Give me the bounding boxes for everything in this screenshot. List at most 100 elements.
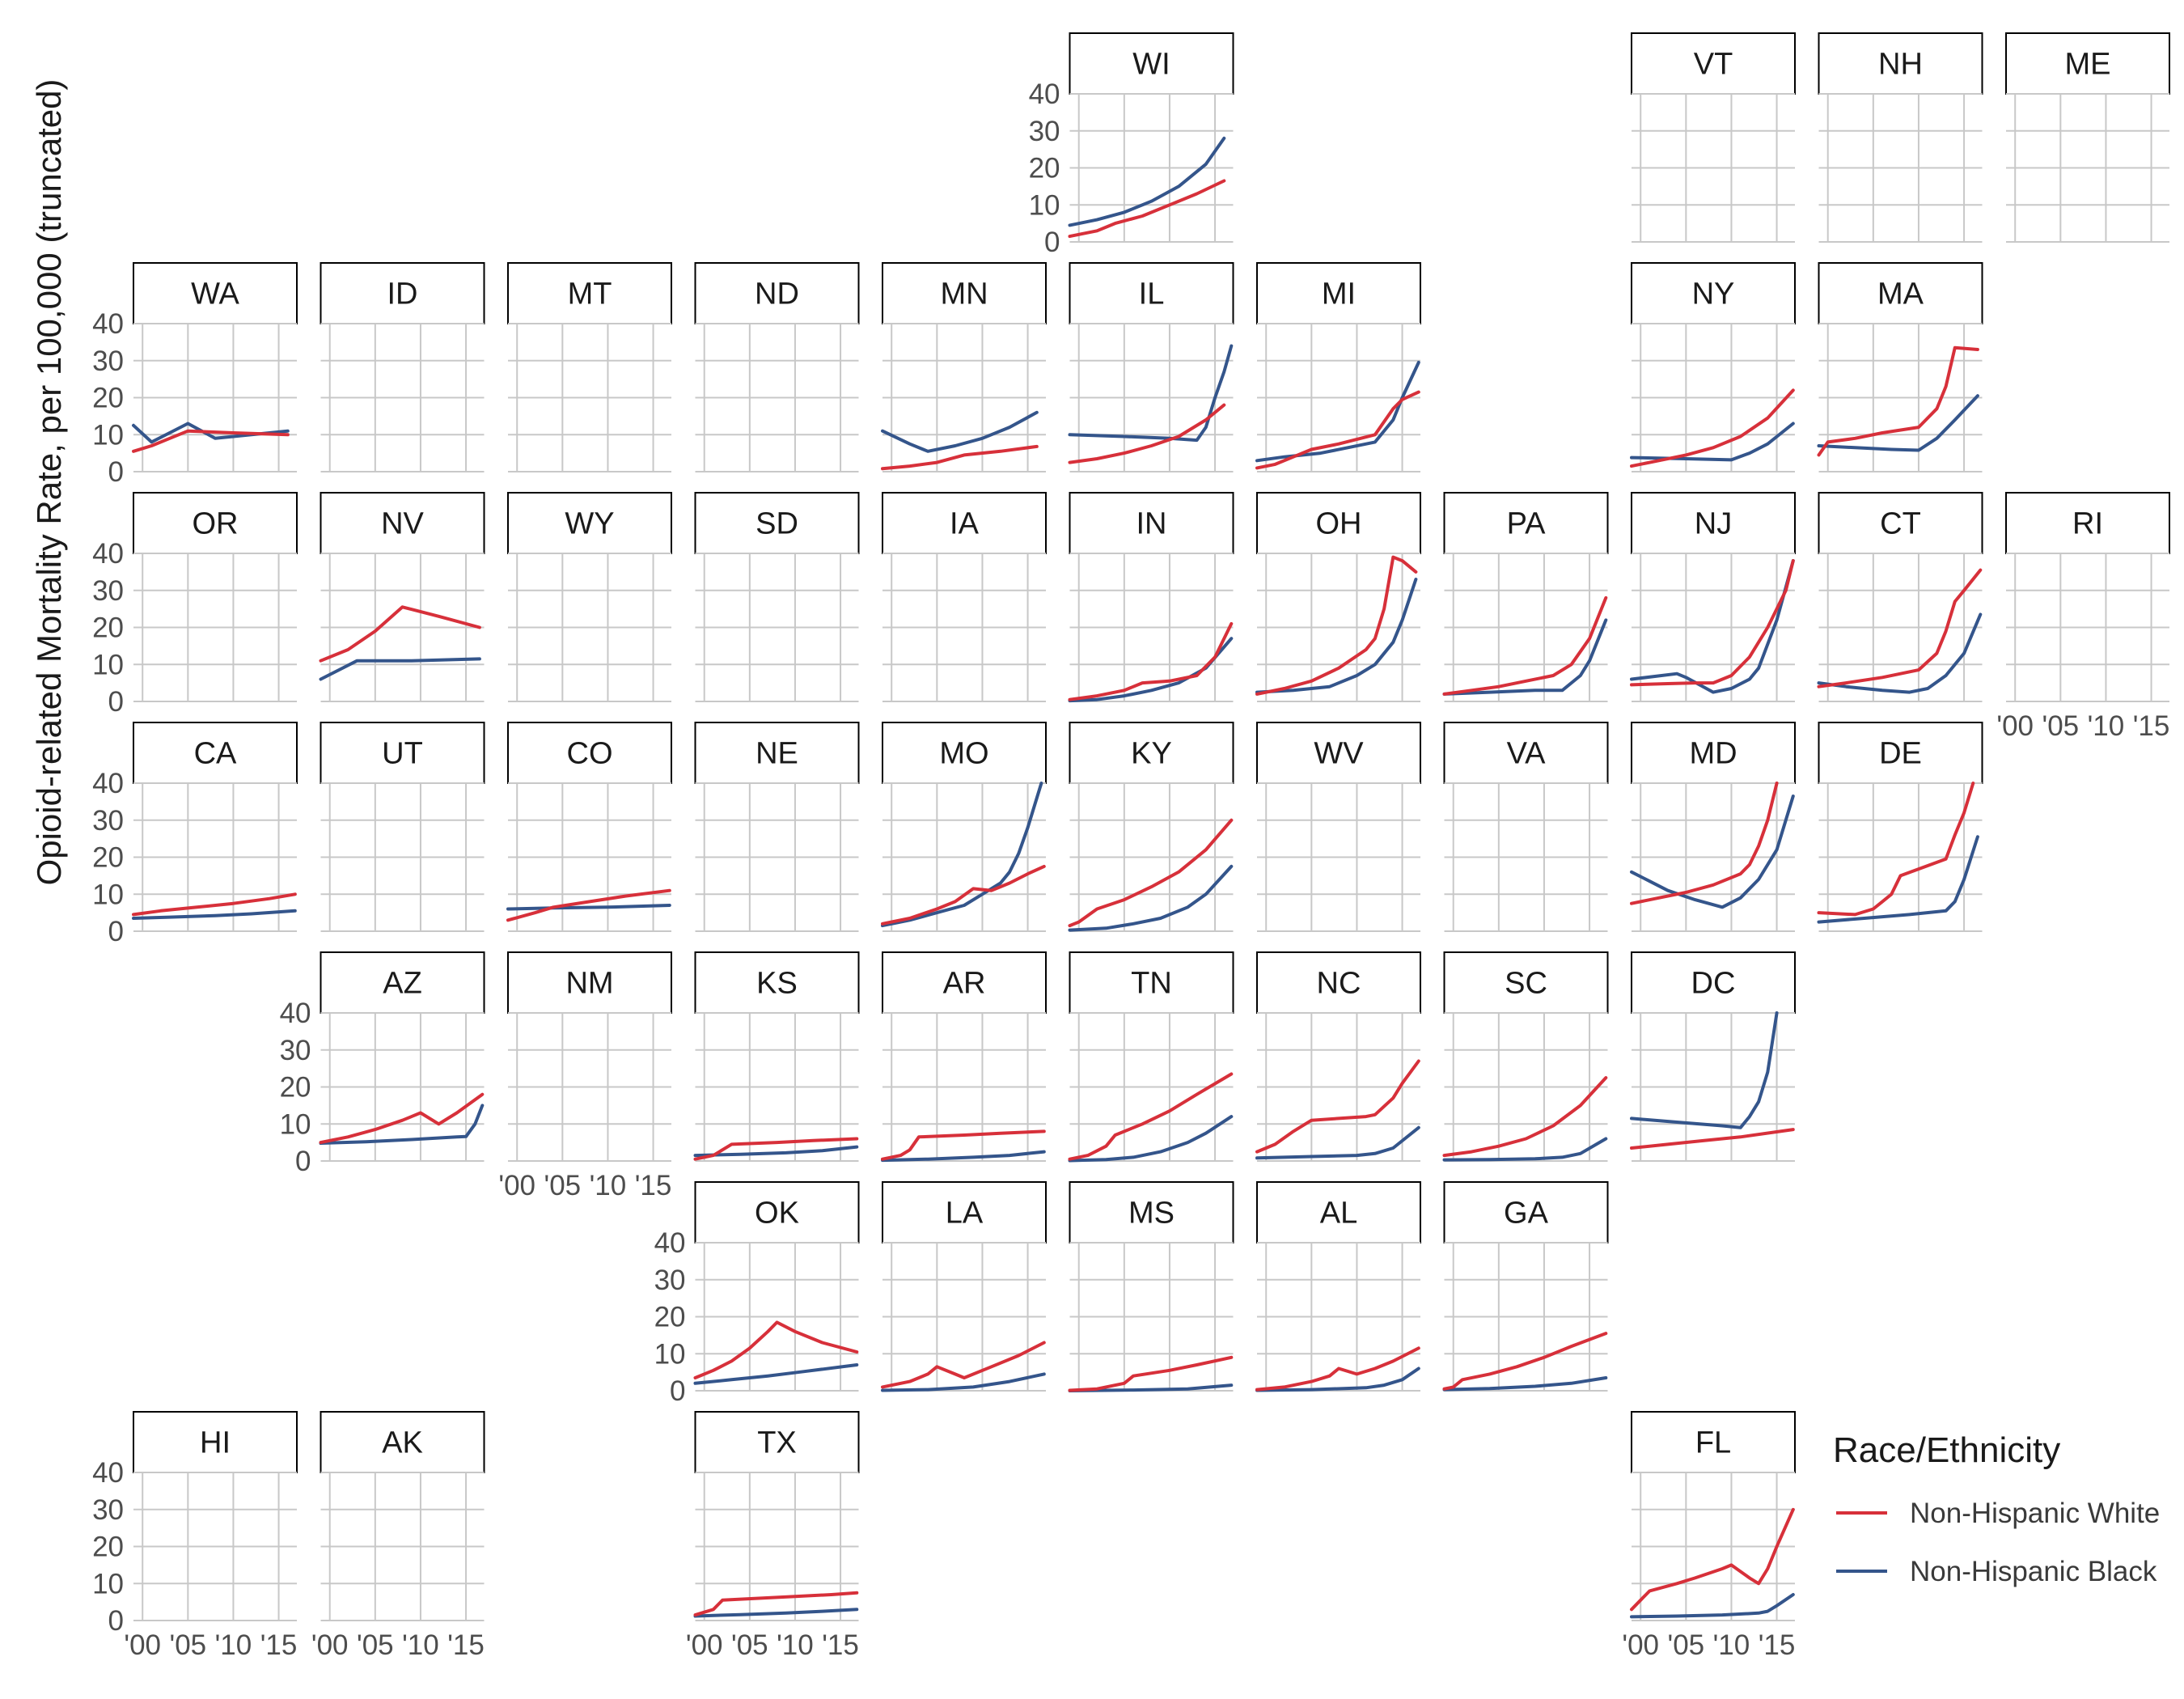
panel-mi: MI — [1255, 262, 1421, 472]
series-line-black — [881, 1372, 1046, 1392]
panel-la: LA — [881, 1181, 1047, 1392]
strip-az — [320, 951, 485, 1014]
strip-label: TX — [757, 1426, 797, 1460]
x-tick-label: '10 — [1713, 1629, 1750, 1661]
y-tick-label: 30 — [654, 1265, 686, 1296]
series-line-white — [319, 605, 481, 663]
strip-ri — [2005, 492, 2170, 554]
strip-label: HI — [200, 1426, 231, 1460]
strip-label: GA — [1504, 1197, 1549, 1231]
series-line-black — [1255, 1366, 1420, 1392]
legend: Race/Ethnicity Non-Hispanic White Non-His… — [1833, 1430, 2160, 1587]
y-tick-label: 40 — [654, 1227, 686, 1259]
strip-ia — [882, 492, 1047, 554]
strip-wv — [1256, 722, 1421, 784]
strip-label: SD — [756, 507, 798, 541]
series-line-white — [881, 1341, 1046, 1389]
series-line-white — [1817, 345, 1979, 457]
strip-ny — [1631, 262, 1796, 324]
series-line-black — [881, 782, 1043, 928]
strip-label: ND — [755, 278, 799, 311]
strip-la — [882, 1181, 1047, 1244]
series-line-black — [1442, 1137, 1608, 1162]
x-tick-label: '05 — [731, 1629, 768, 1661]
strip-label: AZ — [383, 967, 422, 1001]
strip-label: LA — [946, 1197, 984, 1231]
y-tick-label: 30 — [92, 345, 124, 377]
strip-ma — [1818, 262, 1983, 324]
series-line-black — [1068, 1115, 1234, 1163]
panel-az: AZ 0 10 20 30 40 — [280, 951, 485, 1177]
y-axis-label: Opioid-related Mortality Rate, per 100,0… — [30, 79, 68, 886]
panel-ky: KY — [1068, 722, 1234, 932]
y-tick-label: 30 — [1029, 116, 1060, 147]
panel-ri: RI '00'05'10'15 — [1996, 492, 2170, 742]
strip-label: ME — [2065, 48, 2111, 82]
series-line-black — [693, 1363, 859, 1385]
strip-mn — [882, 262, 1047, 324]
y-tick-label: 20 — [92, 842, 124, 874]
panel-ct: CT — [1817, 492, 1983, 702]
strip-label: KY — [1131, 737, 1172, 771]
panel-tn: TN — [1068, 951, 1234, 1163]
strip-nj — [1631, 492, 1796, 554]
y-tick-label: 30 — [92, 805, 124, 837]
strip-ct — [1818, 492, 1983, 554]
y-tick-label: 20 — [92, 383, 124, 414]
strip-il — [1069, 262, 1234, 324]
panel-nc: NC — [1255, 951, 1421, 1162]
strip-me — [2005, 32, 2170, 95]
x-tick-label: '15 — [2133, 710, 2170, 742]
series-line-black — [881, 1150, 1046, 1163]
y-tick-label: 30 — [92, 575, 124, 607]
panel-ok: OK 0 10 20 30 40 — [654, 1181, 860, 1407]
strip-ut — [320, 722, 485, 784]
series-line-black — [319, 657, 481, 681]
series-line-white — [1068, 1355, 1234, 1392]
strip-label: NE — [756, 737, 798, 771]
series-line-black — [1442, 1376, 1608, 1392]
series-line-black — [1068, 1383, 1234, 1392]
panel-hi: HI 0 10 20 30 40 '00 '05'10'15 — [92, 1411, 298, 1661]
series-line-white — [1630, 782, 1779, 905]
series-line-black — [506, 904, 671, 911]
strip-label: OK — [755, 1197, 799, 1231]
y-tick-label: 20 — [280, 1072, 311, 1104]
y-tick-label: 30 — [92, 1494, 124, 1526]
x-tick-label: '15 — [1759, 1629, 1796, 1661]
panel-me: ME — [2005, 32, 2170, 243]
series-line-white — [1068, 403, 1226, 464]
strip-vt — [1631, 32, 1796, 95]
panel-dc: DC — [1630, 951, 1796, 1162]
panel-de: DE — [1817, 722, 1983, 932]
strip-sd — [694, 492, 860, 554]
strip-label: MN — [940, 278, 988, 311]
series-line-white — [881, 864, 1046, 926]
strip-oh — [1256, 492, 1421, 554]
strip-label: CA — [194, 737, 237, 771]
strip-label: AR — [943, 967, 986, 1001]
series-line-white — [1630, 559, 1795, 687]
panel-ca: CA 0 10 20 30 40 — [92, 722, 298, 947]
series-line-white — [1068, 1072, 1234, 1161]
y-tick-label: 0 — [295, 1146, 311, 1177]
strip-label: MT — [568, 278, 612, 311]
series-line-black — [693, 1145, 859, 1158]
x-tick-label: '15 — [260, 1629, 298, 1661]
panel-ms: MS — [1068, 1181, 1234, 1392]
series-line-black — [1630, 422, 1795, 462]
x-tick-label: '00 — [124, 1629, 161, 1661]
strip-label: WV — [1314, 737, 1364, 771]
y-tick-label: 20 — [92, 612, 124, 644]
strip-ks — [694, 951, 860, 1014]
y-tick-label: 10 — [654, 1338, 686, 1370]
strip-ky — [1069, 722, 1234, 784]
legend-title: Race/Ethnicity — [1833, 1430, 2060, 1470]
series-line-black — [1255, 1125, 1420, 1160]
panel-nm: NM '00 '05 '10 '15 — [498, 951, 672, 1201]
strip-label: MD — [1689, 737, 1737, 771]
panel-ut: UT — [320, 722, 485, 932]
panel-id: ID — [320, 262, 485, 472]
x-tick-label: '10 — [2088, 710, 2125, 742]
